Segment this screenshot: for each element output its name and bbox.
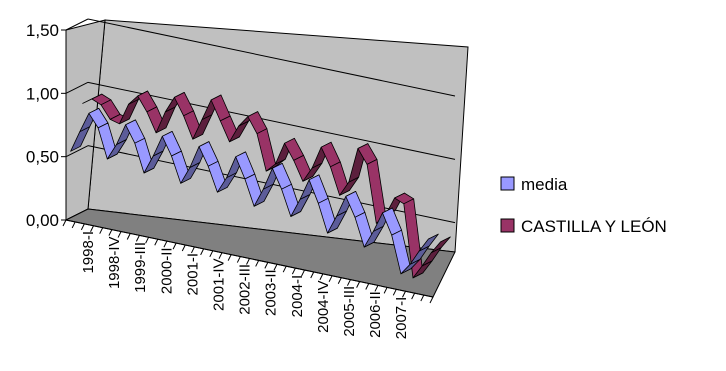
y-tick-label: 0,00 (26, 211, 59, 230)
x-tick-mark (383, 287, 388, 294)
x-tick-mark (402, 291, 406, 298)
x-tick-mark (200, 248, 205, 256)
x-tick-mark (172, 242, 177, 250)
x-tick-mark (218, 252, 223, 259)
gridline-side-1 (65, 145, 89, 158)
x-tick-mark (291, 267, 296, 275)
x-tick-mark (227, 254, 232, 261)
x-tick-mark (80, 223, 85, 231)
x-tick-label: 2006-II (367, 291, 384, 338)
x-tick-label: 1998-IV (106, 237, 123, 290)
x-tick-marks (62, 219, 434, 304)
gridline-side-2 (65, 81, 89, 94)
x-tick-mark (163, 240, 168, 248)
x-tick-mark (99, 227, 104, 234)
ribbon-segment (418, 233, 439, 252)
x-tick-mark (273, 264, 278, 271)
x-tick-label: 2001-I (184, 253, 201, 296)
x-tick-mark (411, 292, 416, 300)
x-tick-mark (374, 285, 379, 292)
x-tick-mark (90, 225, 94, 232)
series-media (70, 108, 439, 275)
x-tick-mark (154, 239, 159, 246)
x-tick-label: 2004-IV (315, 280, 332, 333)
x-tick-mark (255, 260, 260, 267)
legend-label-media: media (521, 175, 568, 194)
y-tick-labels: 0,00 0,50 1,00 1,50 (26, 21, 59, 230)
x-tick-mark (62, 219, 67, 227)
x-tick-label: 1998-I (80, 231, 97, 274)
legend-label-castilla-y-leon: CASTILLA Y LEÓN (521, 217, 667, 236)
x-tick-label: 2003-II (263, 269, 280, 316)
ribbon-segment (430, 236, 451, 254)
gridline-side-3 (65, 18, 89, 31)
x-tick-mark (282, 265, 287, 273)
x-tick-mark (246, 258, 250, 265)
legend-swatch-castilla-y-leon (500, 218, 515, 233)
x-tick-mark (365, 283, 370, 290)
x-tick-mark (319, 273, 324, 281)
gridline-back-3 (87, 18, 456, 97)
y-tick-label: 1,00 (26, 84, 59, 103)
x-tick-mark (209, 250, 214, 258)
y-tick-marks (61, 29, 66, 221)
x-tick-mark (429, 296, 434, 304)
x-tick-mark (71, 221, 76, 229)
x-tick-mark (346, 279, 351, 286)
x-tick-mark (135, 235, 140, 242)
x-tick-mark (236, 256, 241, 263)
x-tick-mark (337, 277, 342, 284)
x-tick-label: 2007-I (393, 297, 410, 340)
x-tick-mark (310, 271, 315, 279)
x-tick-mark (420, 294, 425, 302)
x-tick-mark (328, 275, 333, 283)
x-tick-label: 2004-I (289, 275, 306, 318)
legend: media CASTILLA Y LEÓN (500, 175, 667, 236)
x-tick-labels: 1998-I 1998-IV 1999-III 2000-II 2001-I 2001-I… (80, 231, 410, 339)
y-tick-label: 1,50 (26, 21, 59, 40)
x-tick-label: 1999-III (132, 242, 149, 293)
x-tick-label: 2005-III (341, 286, 358, 337)
x-tick-mark (108, 229, 113, 236)
x-tick-mark (392, 289, 397, 296)
x-tick-mark (126, 233, 131, 240)
x-tick-mark (356, 281, 361, 288)
x-tick-label: 2000-II (158, 247, 175, 294)
x-tick-mark (301, 269, 305, 277)
x-tick-mark (181, 244, 186, 252)
x-tick-label: 2002-III (237, 264, 254, 315)
x-tick-mark (117, 231, 122, 238)
x-tick-label: 2001-IV (211, 258, 228, 311)
x-tick-mark (145, 237, 150, 244)
series-layer (70, 90, 451, 279)
x-tick-mark (264, 262, 269, 269)
legend-swatch-media (500, 176, 515, 191)
x-tick-mark (191, 246, 195, 254)
y-tick-label: 0,50 (26, 148, 59, 167)
